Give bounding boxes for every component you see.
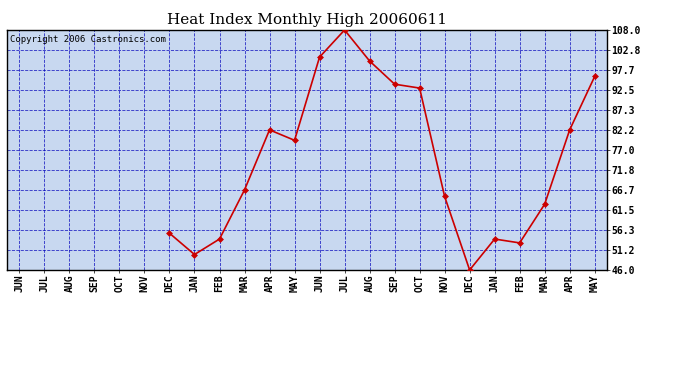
Title: Heat Index Monthly High 20060611: Heat Index Monthly High 20060611 [167, 13, 447, 27]
Text: Copyright 2006 Castronics.com: Copyright 2006 Castronics.com [10, 35, 166, 44]
